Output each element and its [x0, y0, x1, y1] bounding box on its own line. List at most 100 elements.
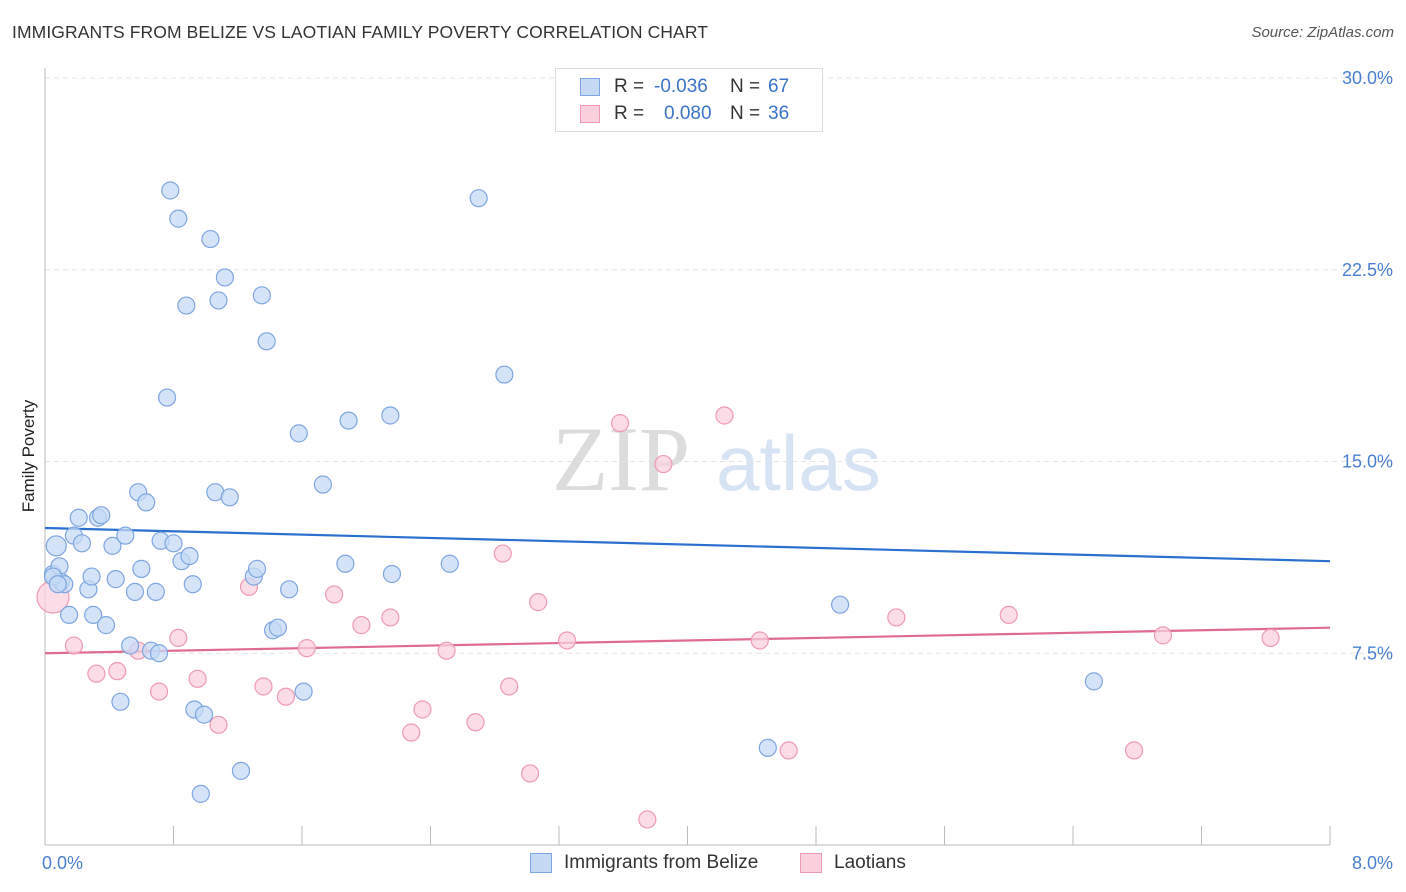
belize-point: [72, 534, 92, 553]
belize-point: [252, 286, 271, 305]
belize-point: [84, 605, 103, 625]
belize-point: [339, 411, 358, 430]
r-label: R =: [614, 103, 645, 124]
zipatlas-watermark: ZIP atlas: [552, 408, 881, 510]
x-tick-label: 0.0%: [42, 853, 83, 873]
belize-point: [381, 406, 400, 425]
trend-lines: [44, 526, 1331, 655]
belize-point: [82, 567, 101, 586]
belize-trend-line: [44, 526, 1331, 563]
belize-point: [146, 582, 165, 601]
axes: [44, 68, 1331, 846]
laotian-point: [437, 641, 456, 660]
scatter-points: [36, 181, 1280, 829]
laotian-point: [779, 741, 798, 760]
n-value: 67: [768, 76, 790, 97]
belize-point: [45, 535, 67, 557]
belize-point: [116, 526, 135, 545]
series-legend: Immigrants from Belize Laotians: [0, 852, 1406, 878]
laotian-point: [493, 544, 512, 563]
belize-point: [382, 564, 402, 584]
belize-point: [180, 546, 199, 566]
laotian-point: [381, 608, 400, 627]
r-value: 0.080: [664, 103, 712, 124]
x-tick-label: 8.0%: [1352, 853, 1393, 873]
laotian-point: [610, 414, 630, 433]
watermark-atlas: atlas: [716, 419, 881, 507]
x-tick-labels: 0.0% 8.0%: [42, 853, 1393, 873]
belize-point: [247, 559, 267, 578]
belize-point: [1084, 672, 1103, 691]
y-tick-label: 30.0%: [1342, 68, 1393, 88]
belize-point: [137, 493, 156, 512]
laotian-point: [276, 687, 296, 706]
laotian-point: [402, 723, 421, 742]
laotian-point: [715, 406, 734, 425]
belize-point: [469, 189, 488, 208]
laotian-trend-line: [44, 626, 1331, 655]
y-axis-title: Family Poverty: [19, 399, 38, 512]
belize-point: [294, 682, 313, 701]
belize-point: [268, 618, 288, 637]
belize-point: [111, 692, 130, 711]
belize-point: [169, 209, 188, 228]
belize-point: [59, 605, 79, 625]
belize-point: [215, 268, 234, 287]
laotian-point: [529, 593, 548, 612]
laotian-point: [64, 636, 84, 655]
belize-point: [830, 595, 850, 614]
laotian-point: [297, 639, 316, 658]
laotian-point: [500, 677, 519, 696]
belize-point: [257, 332, 276, 351]
belize-point: [106, 570, 125, 589]
legend-item-laotians[interactable]: Laotians: [800, 852, 906, 874]
chart-title: IMMIGRANTS FROM BELIZE VS LAOTIAN FAMILY…: [12, 22, 709, 42]
n-label: N =: [730, 103, 761, 124]
legend-row-belize: R = -0.036 N = 67: [580, 75, 789, 99]
laotian-point: [413, 700, 432, 719]
belize-point: [69, 508, 88, 527]
belize-point: [103, 536, 122, 555]
laotian-point: [325, 585, 344, 604]
laotian-point: [557, 631, 577, 650]
laotian-point: [1124, 741, 1144, 760]
belize-point: [183, 575, 202, 594]
belize-point: [209, 291, 228, 310]
laotian-point: [638, 810, 657, 829]
laotian-point: [254, 677, 273, 696]
belize-point: [191, 784, 210, 803]
y-tick-labels: 7.5% 15.0% 22.5% 30.0%: [1342, 68, 1393, 663]
laotian-point: [520, 764, 540, 783]
belize-point: [440, 554, 459, 573]
r-value: -0.036: [654, 76, 708, 97]
belize-point: [157, 388, 177, 407]
n-value: 36: [768, 103, 790, 124]
y-tick-label: 22.5%: [1342, 260, 1393, 280]
belize-point: [96, 616, 116, 635]
laotian-point: [887, 608, 906, 627]
belize-point: [280, 580, 299, 599]
belize-point: [48, 575, 67, 594]
belize-point: [495, 365, 514, 384]
belize-point: [313, 475, 332, 494]
laotian-point: [654, 454, 673, 474]
legend-item-belize[interactable]: Immigrants from Belize: [530, 852, 758, 874]
laotian-point: [169, 628, 188, 648]
legend-label-belize: Immigrants from Belize: [564, 852, 759, 873]
belize-point: [149, 644, 169, 663]
belize-point: [177, 296, 196, 315]
n-label: N =: [730, 76, 761, 97]
laotian-point: [108, 662, 127, 681]
laotian-point: [750, 631, 769, 650]
correlation-legend: R = -0.036 N = 67 R = 0.080 N = 36: [555, 68, 823, 132]
y-tick-label: 15.0%: [1342, 452, 1393, 472]
legend-label-laotians: Laotians: [834, 852, 906, 873]
laotian-point: [87, 664, 106, 683]
laotian-point: [188, 669, 207, 688]
belize-point: [231, 761, 251, 780]
belize-point: [758, 738, 777, 757]
belize-point: [92, 506, 111, 525]
belize-point: [201, 229, 220, 249]
r-label: R =: [614, 76, 645, 97]
belize-point: [164, 534, 183, 553]
